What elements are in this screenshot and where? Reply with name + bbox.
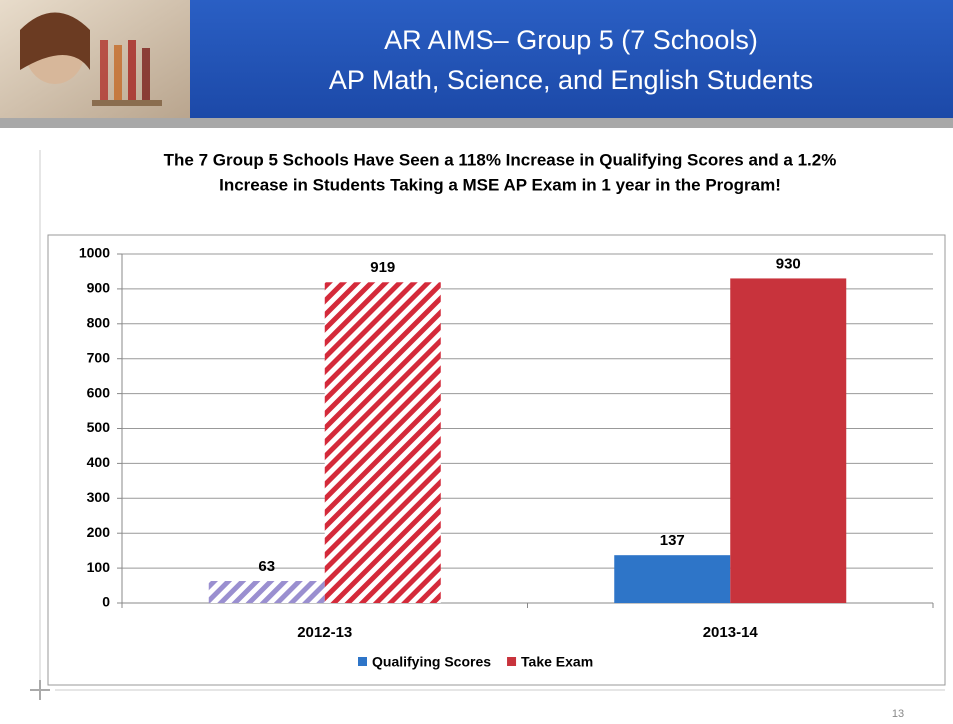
bar [208,581,325,603]
photo-art [20,12,162,106]
y-tick-label: 0 [102,594,110,610]
x-tick-label: 2013-14 [703,624,759,641]
data-label: 930 [776,255,801,272]
plus-ornament [30,680,50,700]
chart-subtitle: Increase in Students Taking a MSE AP Exa… [219,175,781,194]
y-tick-label: 100 [87,559,111,575]
slide-title: AP Math, Science, and English Students [329,65,813,95]
data-label: 63 [258,558,275,575]
legend-label: Take Exam [521,654,593,670]
legend-label: Qualifying Scores [372,654,491,670]
page-number: 13 [892,708,904,720]
chart-subtitle: The 7 Group 5 Schools Have Seen a 118% I… [164,150,837,169]
x-tick-label: 2012-13 [297,624,352,641]
y-tick-label: 400 [87,454,111,470]
y-tick-label: 600 [87,384,111,400]
data-label: 137 [660,532,685,549]
data-label: 919 [370,259,395,276]
legend-swatch [507,657,517,666]
y-tick-label: 1000 [79,245,110,261]
y-tick-label: 500 [87,419,111,435]
slide-title: AR AIMS– Group 5 (7 Schools) [384,25,758,55]
y-tick-label: 200 [87,524,111,540]
y-tick-label: 700 [87,349,111,365]
y-tick-label: 900 [87,280,111,296]
bar [614,555,731,603]
y-tick-label: 800 [87,315,111,331]
bar [730,278,847,603]
bar [324,282,441,603]
header-rule [0,118,953,128]
chart-frame [47,234,946,686]
legend-swatch [358,657,367,666]
y-tick-label: 300 [87,489,111,505]
header-band [190,0,953,118]
